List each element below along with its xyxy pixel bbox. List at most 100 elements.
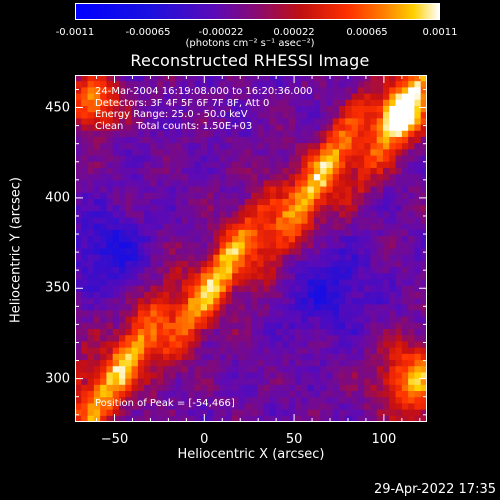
heatmap-cell <box>81 211 88 218</box>
heatmap-cell <box>75 211 82 218</box>
heatmap-cell <box>351 341 359 349</box>
heatmap-cell <box>213 260 220 268</box>
heatmap-cell <box>137 149 145 156</box>
heatmap-cell <box>238 155 246 163</box>
heatmap-cell <box>307 248 315 256</box>
heatmap-cell <box>87 285 95 293</box>
heatmap-cell <box>376 236 384 243</box>
heatmap-cell <box>389 409 396 417</box>
heatmap-cell <box>150 267 158 274</box>
heatmap-cell <box>125 149 132 156</box>
heatmap-cell <box>188 81 195 88</box>
heatmap-cell <box>269 192 277 200</box>
heatmap-cell <box>232 236 239 243</box>
heatmap-cell <box>332 267 340 274</box>
heatmap-cell <box>376 335 384 342</box>
heatmap-cell <box>282 329 290 336</box>
heatmap-cell <box>401 124 409 132</box>
heatmap-cell <box>207 260 214 268</box>
heatmap-cell <box>414 347 422 355</box>
peak-position-label: Position of Peak = [-54,466] <box>95 398 235 409</box>
heatmap-cell <box>269 75 277 82</box>
heatmap-cell <box>339 223 346 231</box>
heatmap-cell <box>156 161 164 169</box>
heatmap-cell <box>257 174 264 181</box>
heatmap-cell <box>119 248 126 256</box>
heatmap-cell <box>213 316 220 324</box>
heatmap-cell <box>257 242 264 249</box>
heatmap-cell <box>251 180 258 187</box>
heatmap-cell <box>288 149 296 156</box>
heatmap-cell <box>194 347 202 355</box>
heatmap-cell <box>81 229 88 237</box>
heatmap-cell <box>282 304 290 311</box>
heatmap-cell <box>175 236 183 243</box>
heatmap-cell <box>137 366 145 373</box>
heatmap-cell <box>307 335 315 342</box>
heatmap-cell <box>75 372 82 380</box>
heatmap-cell <box>175 149 183 156</box>
heatmap-cell <box>169 75 176 82</box>
heatmap-cell <box>188 93 195 101</box>
heatmap-cell <box>282 403 290 411</box>
heatmap-cell <box>188 267 195 274</box>
heatmap-cell <box>213 205 220 212</box>
heatmap-cell <box>219 161 227 169</box>
heatmap-cell <box>301 378 308 386</box>
heatmap-cell <box>163 124 170 132</box>
heatmap-cell <box>175 279 183 287</box>
heatmap-cell <box>420 118 427 125</box>
heatmap-cell <box>276 167 283 175</box>
heatmap-cell <box>263 130 271 138</box>
heatmap-cell <box>81 335 88 342</box>
heatmap-cell <box>276 273 283 280</box>
heatmap-cell <box>112 174 120 181</box>
heatmap-cell <box>357 87 365 94</box>
heatmap-cell <box>339 124 346 132</box>
heatmap-cell <box>282 236 290 243</box>
heatmap-cell <box>194 378 202 386</box>
heatmap-cell <box>175 143 183 150</box>
heatmap-cell <box>257 155 264 163</box>
heatmap-cell <box>181 347 189 355</box>
heatmap-cell <box>207 205 214 212</box>
heatmap-cell <box>232 124 239 132</box>
heatmap-cell <box>244 93 252 101</box>
heatmap-cell <box>156 87 164 94</box>
heatmap-cell <box>332 155 340 163</box>
heatmap-cell <box>351 155 359 163</box>
heatmap-cell <box>383 260 390 268</box>
heatmap-cell <box>175 161 183 169</box>
heatmap-cell <box>263 285 271 293</box>
heatmap-cell <box>345 403 352 411</box>
heatmap-cell <box>295 93 302 101</box>
heatmap-cell <box>169 260 176 268</box>
heatmap-cell <box>144 205 151 212</box>
heatmap-cell <box>232 118 239 125</box>
heatmap-cell <box>395 161 403 169</box>
heatmap-cell <box>112 384 120 392</box>
heatmap-cell <box>87 192 95 200</box>
heatmap-cell <box>414 186 422 194</box>
heatmap-cell <box>257 93 264 101</box>
heatmap-cell <box>269 124 277 132</box>
heatmap-cell <box>357 112 365 119</box>
heatmap-cell <box>119 298 126 305</box>
heatmap-cell <box>163 75 170 82</box>
heatmap-cell <box>181 229 189 237</box>
heatmap-cell <box>119 360 126 367</box>
heatmap-cell <box>238 260 246 268</box>
heatmap-cell <box>288 180 296 187</box>
heatmap-cell <box>370 143 378 150</box>
heatmap-cell <box>232 112 239 119</box>
heatmap-cell <box>194 93 202 101</box>
heatmap-cell <box>257 397 264 404</box>
heatmap-cell <box>112 329 120 336</box>
heatmap-cell <box>251 397 258 404</box>
heatmap-cell <box>389 105 396 113</box>
heatmap-cell <box>263 75 271 82</box>
heatmap-cell <box>112 186 120 194</box>
x-axis-label: Heliocentric X (arcsec) <box>177 447 325 462</box>
heatmap-cell <box>200 335 208 342</box>
heatmap-cell <box>326 353 334 361</box>
